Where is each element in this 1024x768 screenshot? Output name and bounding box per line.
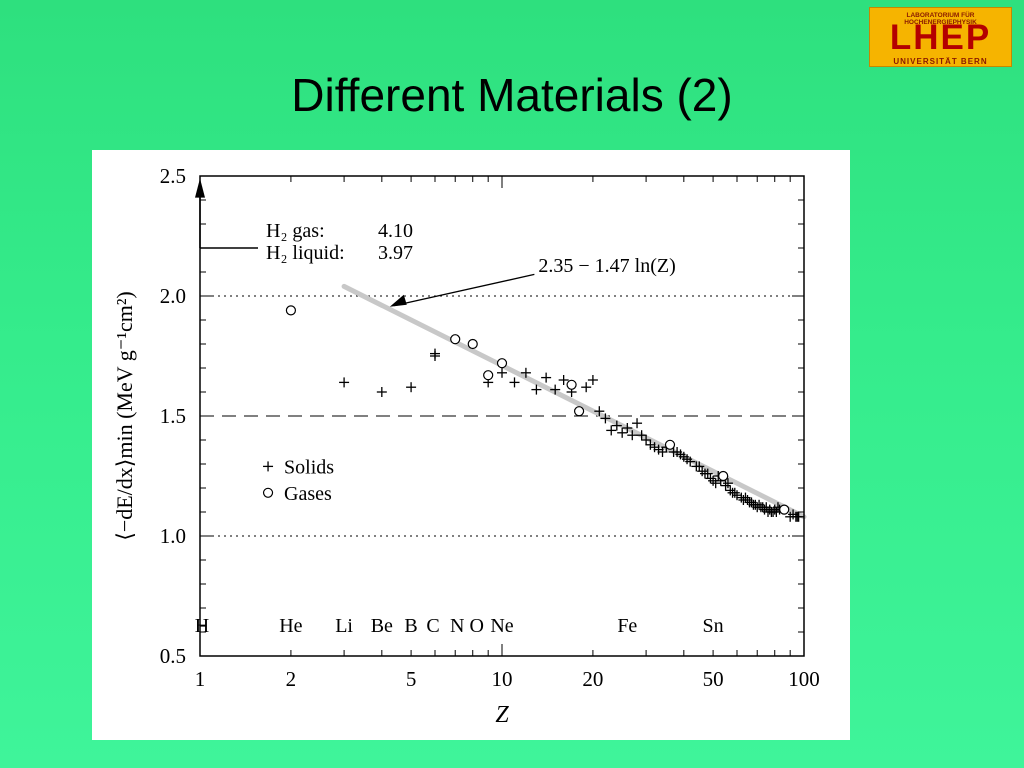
solid-point-26 xyxy=(645,439,656,450)
solid-point-47 xyxy=(720,480,731,491)
solid-point-14 xyxy=(581,382,592,393)
solid-point-52 xyxy=(732,490,743,501)
element-label-He: He xyxy=(279,615,302,637)
gas-point-2 xyxy=(467,338,478,350)
h2-arrow-head xyxy=(195,178,205,198)
element-label-O: O xyxy=(470,615,484,637)
solid-point-6 xyxy=(497,367,507,378)
gas-point-0 xyxy=(285,305,297,316)
element-label-Li: Li xyxy=(335,615,353,637)
element-label-Ne: Ne xyxy=(490,615,513,637)
fit-label-arrow-head xyxy=(389,294,407,307)
x-tick-label-1: 1 xyxy=(195,667,206,691)
solid-point-18 xyxy=(606,425,617,436)
solid-point-11 xyxy=(550,384,561,395)
x-tick-label-10: 10 xyxy=(492,667,513,691)
solid-point-1 xyxy=(376,387,387,397)
logo-university-text: UNIVERSITÄT BERN xyxy=(893,57,988,66)
gas-point-1 xyxy=(450,334,461,345)
element-label-N: N xyxy=(450,615,464,637)
x-tick-label-5: 5 xyxy=(406,667,417,691)
solid-point-27 xyxy=(649,442,660,453)
solid-point-51 xyxy=(729,487,740,498)
solid-point-25 xyxy=(641,435,652,445)
solid-point-19 xyxy=(611,420,622,431)
element-label-C: C xyxy=(426,615,439,637)
solid-point-79 xyxy=(793,511,804,522)
solid-point-16 xyxy=(594,406,605,417)
solid-point-48 xyxy=(722,478,733,489)
y-tick-label-2.0: 2.0 xyxy=(160,284,186,308)
solid-point-10 xyxy=(541,372,552,383)
h2-liquid-label: H₂ liquid: xyxy=(266,242,345,264)
gas-point-3 xyxy=(483,370,494,381)
solid-point-42 xyxy=(705,473,716,484)
solid-point-21 xyxy=(622,423,633,433)
solid-point-22 xyxy=(627,430,638,441)
element-label-Sn: Sn xyxy=(703,615,724,637)
solid-point-23 xyxy=(632,418,643,429)
solid-point-0 xyxy=(339,377,350,388)
x-tick-label-20: 20 xyxy=(582,667,603,691)
element-label-Be: Be xyxy=(371,615,393,637)
x-tick-label-50: 50 xyxy=(703,667,724,691)
solid-point-4 xyxy=(430,348,441,359)
h2-liquid-value: 3.97 xyxy=(378,242,413,264)
gas-point-6 xyxy=(573,406,585,417)
fit-line-label: 2.35 − 1.47 ln(Z) xyxy=(538,255,675,277)
solid-point-2 xyxy=(406,382,417,393)
solid-point-17 xyxy=(600,413,611,424)
solid-point-36 xyxy=(685,456,696,467)
gas-point-7 xyxy=(664,439,676,450)
solid-point-12 xyxy=(558,375,569,385)
x-tick-label-2: 2 xyxy=(286,667,297,691)
gas-point-9 xyxy=(779,504,790,515)
y-axis-label: ⟨−dE/dx⟩min (MeV g⁻¹cm²) xyxy=(112,291,137,541)
solid-point-15 xyxy=(587,375,598,385)
solid-point-24 xyxy=(636,430,647,441)
element-label-Fe: Fe xyxy=(617,615,637,637)
y-tick-label-1.5: 1.5 xyxy=(160,404,186,428)
h2-gas-value: 4.10 xyxy=(378,220,413,242)
fit-label-arrow-shaft xyxy=(394,273,535,307)
y-tick-label-1.0: 1.0 xyxy=(160,524,186,548)
solid-point-44 xyxy=(710,478,721,489)
gas-point-8 xyxy=(718,470,729,482)
element-label-B: B xyxy=(404,615,417,637)
gas-point-4 xyxy=(496,358,508,369)
logo-main-text: LHEP xyxy=(889,18,992,57)
solid-point-20 xyxy=(617,427,628,438)
chart-panel: 1 2 5 10 20 50 100 0.5 1.0 1.5 2.0 2.5 Z ⟨−dE/dx⟩min … xyxy=(92,150,850,740)
logo-lab-text: LABORATORIUM FÜR HOCHENERGIEPHYSIK xyxy=(904,12,977,26)
legend-gases-marker xyxy=(262,487,274,498)
solid-point-7 xyxy=(509,377,520,388)
y-tick-label-0.5: 0.5 xyxy=(160,644,186,668)
x-axis-label: Z xyxy=(495,702,509,728)
fit-line xyxy=(341,283,807,520)
solid-point-8 xyxy=(520,367,531,378)
solid-point-9 xyxy=(531,384,542,395)
x-tick-label-100: 100 xyxy=(788,667,820,691)
gas-point-5 xyxy=(566,379,577,390)
solid-point-49 xyxy=(725,485,736,496)
y-tick-label-2.5: 2.5 xyxy=(160,164,186,188)
slide-title: Different Materials (2) xyxy=(291,69,733,121)
lhep-logo: LABORATORIUM FÜR HOCHENERGIEPHYSIK LHEP … xyxy=(869,7,1012,67)
stopping-power-chart: 1 2 5 10 20 50 100 0.5 1.0 1.5 2.0 2.5 Z ⟨−dE/dx⟩min … xyxy=(112,164,820,728)
h2-gas-label: H₂ gas: xyxy=(266,220,325,242)
solid-point-55 xyxy=(740,492,751,503)
legend-gases-label: Gases xyxy=(284,483,332,505)
legend-solids-label: Solids xyxy=(284,456,334,478)
